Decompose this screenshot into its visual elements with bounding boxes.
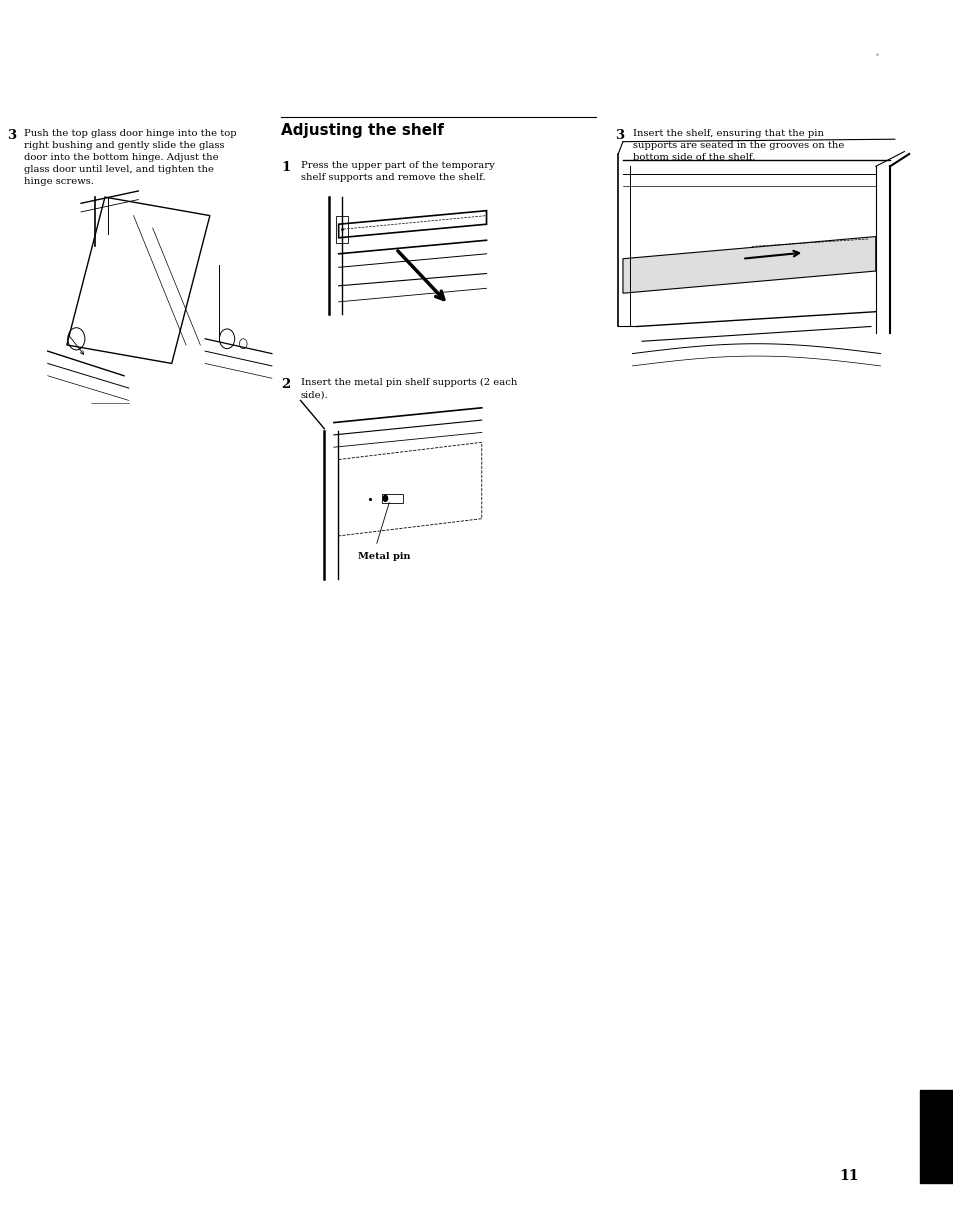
Text: Press the upper part of the temporary
shelf supports and remove the shelf.: Press the upper part of the temporary sh… <box>300 161 494 182</box>
Text: 11: 11 <box>839 1169 858 1183</box>
Bar <box>919 1090 953 1183</box>
Text: Adjusting the shelf: Adjusting the shelf <box>281 123 444 138</box>
Text: 3: 3 <box>615 129 624 143</box>
Bar <box>335 216 348 243</box>
Text: 1: 1 <box>281 161 291 175</box>
Text: Push the top glass door hinge into the top
right bushing and gently slide the gl: Push the top glass door hinge into the t… <box>24 129 236 186</box>
Text: 3: 3 <box>7 129 16 143</box>
Text: Metal pin: Metal pin <box>357 552 410 561</box>
Text: Insert the metal pin shelf supports (2 each
side).: Insert the metal pin shelf supports (2 e… <box>300 378 517 399</box>
Circle shape <box>382 494 388 503</box>
Text: •: • <box>874 51 879 59</box>
Text: 2: 2 <box>281 378 291 392</box>
Polygon shape <box>622 237 875 293</box>
Bar <box>381 494 402 503</box>
Text: Insert the shelf, ensuring that the pin
supports are seated in the grooves on th: Insert the shelf, ensuring that the pin … <box>632 129 843 161</box>
